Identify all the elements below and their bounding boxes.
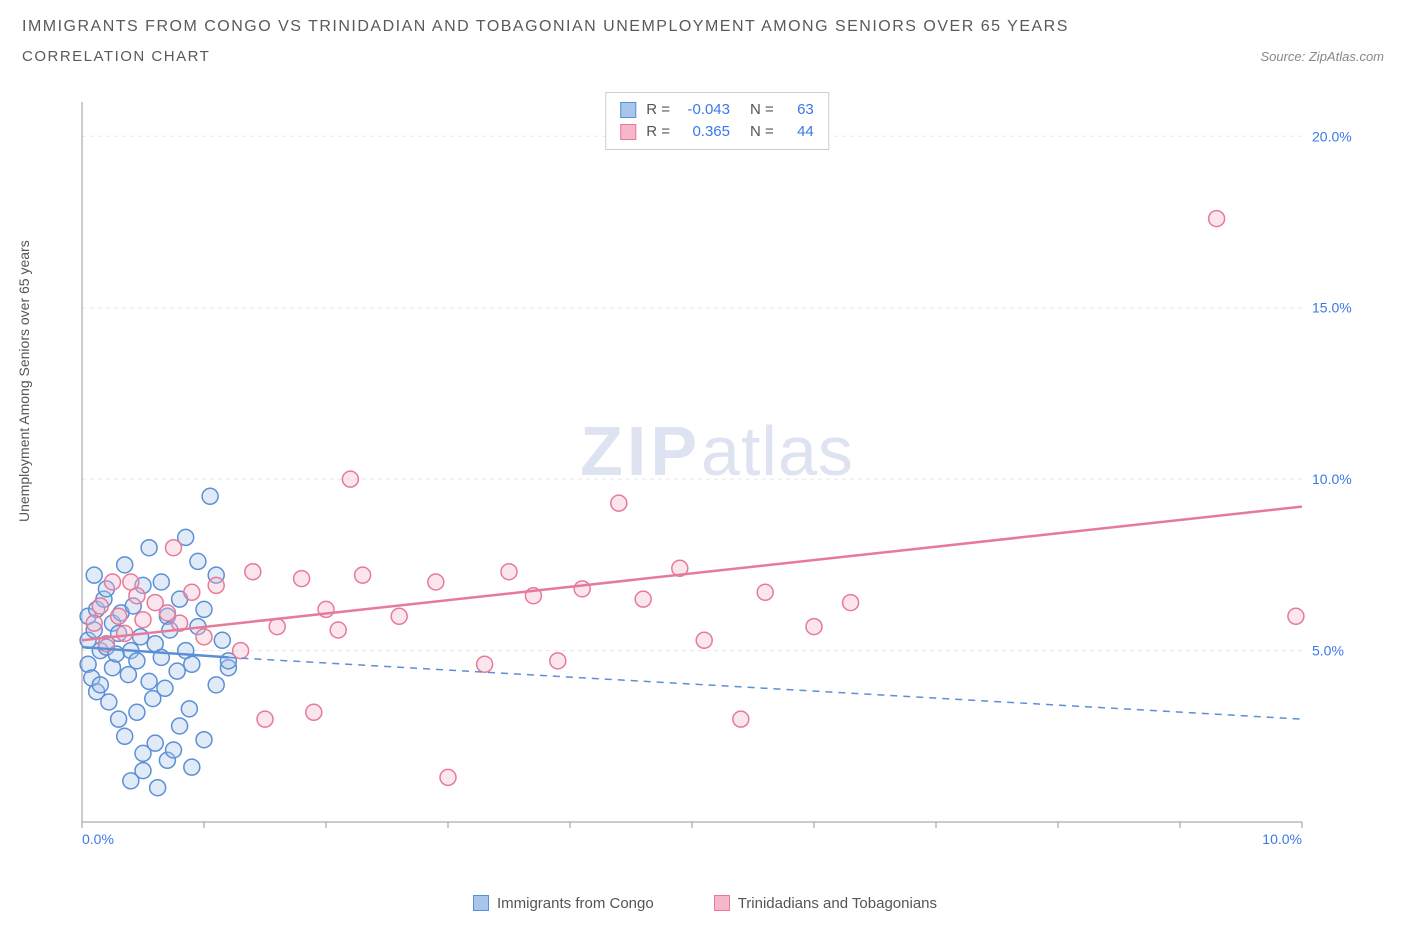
series-legend: Immigrants from Congo Trinidadians and To… <box>26 889 1384 912</box>
svg-text:10.0%: 10.0% <box>1312 471 1352 487</box>
legend-swatch <box>620 102 636 118</box>
legend-r-value: 0.365 <box>680 121 730 143</box>
y-axis-label: Unemployment Among Seniors over 65 years <box>16 240 32 522</box>
legend-series-label: Immigrants from Congo <box>497 895 654 912</box>
plot-svg: 5.0% 10.0% 15.0% 20.0% 0.0% 10.0% <box>62 92 1372 852</box>
legend-swatch <box>473 895 489 911</box>
correlation-legend: R = -0.043 N = 63 R = 0.365 N = 44 <box>605 92 829 150</box>
legend-r-label: R = <box>646 121 670 143</box>
legend-n-label: N = <box>750 121 774 143</box>
legend-r-value: -0.043 <box>680 99 730 121</box>
svg-text:15.0%: 15.0% <box>1312 300 1352 316</box>
scatter-plot: ZIPatlas 5.0%10.0%15.0%20.0%0.0%10.0% R … <box>62 92 1372 872</box>
legend-swatch <box>714 895 730 911</box>
legend-series: Trinidadians and Tobagonians <box>714 895 937 912</box>
legend-n-value: 44 <box>784 121 814 143</box>
legend-series: Immigrants from Congo <box>473 895 654 912</box>
source-attribution: Source: ZipAtlas.com <box>1260 49 1384 64</box>
legend-n-label: N = <box>750 99 774 121</box>
svg-text:20.0%: 20.0% <box>1312 128 1352 144</box>
svg-text:0.0%: 0.0% <box>82 831 114 847</box>
legend-r-label: R = <box>646 99 670 121</box>
svg-text:5.0%: 5.0% <box>1312 643 1344 659</box>
chart-container: Unemployment Among Seniors over 65 years… <box>26 92 1384 912</box>
page-title: IMMIGRANTS FROM CONGO VS TRINIDADIAN AND… <box>22 18 1384 36</box>
svg-text:10.0%: 10.0% <box>1262 831 1302 847</box>
legend-stat-row: R = 0.365 N = 44 <box>620 121 814 143</box>
legend-stat-row: R = -0.043 N = 63 <box>620 99 814 121</box>
legend-swatch <box>620 124 636 140</box>
chart-subtitle: CORRELATION CHART <box>22 48 210 65</box>
legend-series-label: Trinidadians and Tobagonians <box>738 895 937 912</box>
legend-n-value: 63 <box>784 99 814 121</box>
